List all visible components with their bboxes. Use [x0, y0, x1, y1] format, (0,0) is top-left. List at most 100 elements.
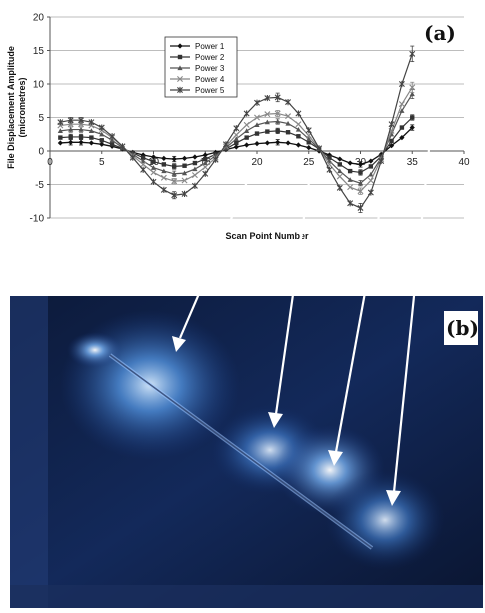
panel-a-label: (a) [424, 21, 456, 45]
data-point [233, 144, 239, 150]
data-point [295, 121, 302, 128]
legend-label: Power 4 [195, 75, 225, 84]
data-point [296, 134, 301, 139]
data-point [182, 163, 187, 168]
data-point [265, 129, 270, 134]
x-tick-label: 35 [407, 157, 419, 168]
data-point [88, 119, 95, 126]
data-point [233, 125, 240, 132]
data-point [347, 168, 353, 174]
data-point [368, 171, 374, 177]
data-point [254, 131, 260, 136]
legend-label: Power 2 [195, 53, 225, 62]
data-point [99, 138, 104, 143]
x-tick-label: 0 [47, 157, 53, 168]
data-point [347, 177, 353, 182]
arrow-4-head [386, 490, 401, 506]
data-point [336, 173, 343, 180]
glow-spot-4 [325, 470, 445, 570]
data-point [129, 154, 136, 161]
data-point [88, 128, 94, 133]
arrow-2-line [274, 174, 312, 415]
data-point [177, 54, 183, 60]
data-point [367, 189, 374, 196]
data-point [98, 124, 105, 131]
data-point [243, 121, 250, 128]
data-point [99, 131, 105, 137]
y-tick-label: 5 [38, 113, 44, 124]
arrows [172, 119, 434, 506]
data-point [181, 190, 188, 197]
data-point [295, 142, 301, 148]
data-point [191, 182, 198, 189]
data-point [399, 108, 405, 113]
data-point [368, 158, 374, 164]
data-point [388, 121, 395, 128]
data-point [306, 145, 312, 151]
data-point [244, 128, 250, 133]
data-point [140, 158, 146, 164]
arrow-1-head [172, 336, 186, 352]
data-point [57, 128, 63, 133]
data-point [347, 200, 354, 207]
data-point [337, 162, 342, 167]
data-point [285, 113, 292, 120]
data-point [233, 136, 239, 142]
data-point [202, 152, 208, 158]
data-point [88, 140, 94, 146]
data-point [254, 141, 260, 147]
arrow-2-head [268, 412, 283, 428]
data-point [57, 119, 64, 126]
data-point [150, 178, 157, 185]
data-point [181, 170, 188, 176]
data-point [150, 169, 157, 176]
data-point [234, 140, 239, 146]
data-point [191, 172, 198, 179]
legend: Power 1 Power 2 Power 3 Power 4 Power 5 [164, 36, 238, 98]
data-point [140, 166, 147, 173]
x-tick-label: 20 [251, 157, 263, 168]
data-point [254, 122, 260, 127]
data-point [109, 142, 115, 147]
data-point [388, 143, 395, 149]
data-point [306, 136, 312, 142]
data-point [347, 184, 354, 191]
series-power-2 [58, 114, 415, 176]
data-point [264, 94, 271, 102]
data-point [368, 164, 374, 169]
arrow-3-head [328, 450, 343, 466]
y-tick-label: -5 [35, 180, 44, 191]
y-tick-label: -10 [30, 214, 45, 225]
data-point [244, 142, 250, 148]
glow-file-tip [67, 332, 123, 368]
data-point [192, 160, 198, 166]
data-point [254, 99, 260, 106]
data-point [57, 140, 63, 146]
data-point [203, 156, 208, 162]
file-shaft-edge [109, 354, 373, 549]
arrow-1-line [178, 174, 252, 339]
photo-floor [10, 585, 483, 608]
data-point [337, 168, 343, 174]
data-point [160, 174, 167, 181]
x-tick-label: 25 [303, 157, 315, 168]
data-point [222, 141, 229, 148]
photo-left-shade [10, 296, 48, 608]
data-point [192, 166, 198, 172]
y-tick-label: 0 [38, 147, 44, 158]
data-point [140, 161, 147, 168]
data-point [264, 140, 270, 146]
data-point [99, 141, 105, 147]
data-point [177, 76, 183, 82]
data-point [347, 160, 353, 166]
y-axis-title: File Displacement Amplitude [6, 46, 16, 169]
x-axis-title: Scan Point Number [225, 231, 309, 241]
legend-box [164, 36, 238, 98]
data-point [151, 159, 156, 164]
data-point [119, 143, 126, 150]
arrow-4-line [392, 119, 434, 493]
x-tick-label: 40 [458, 157, 470, 168]
photo-panel: (b) [10, 296, 483, 608]
